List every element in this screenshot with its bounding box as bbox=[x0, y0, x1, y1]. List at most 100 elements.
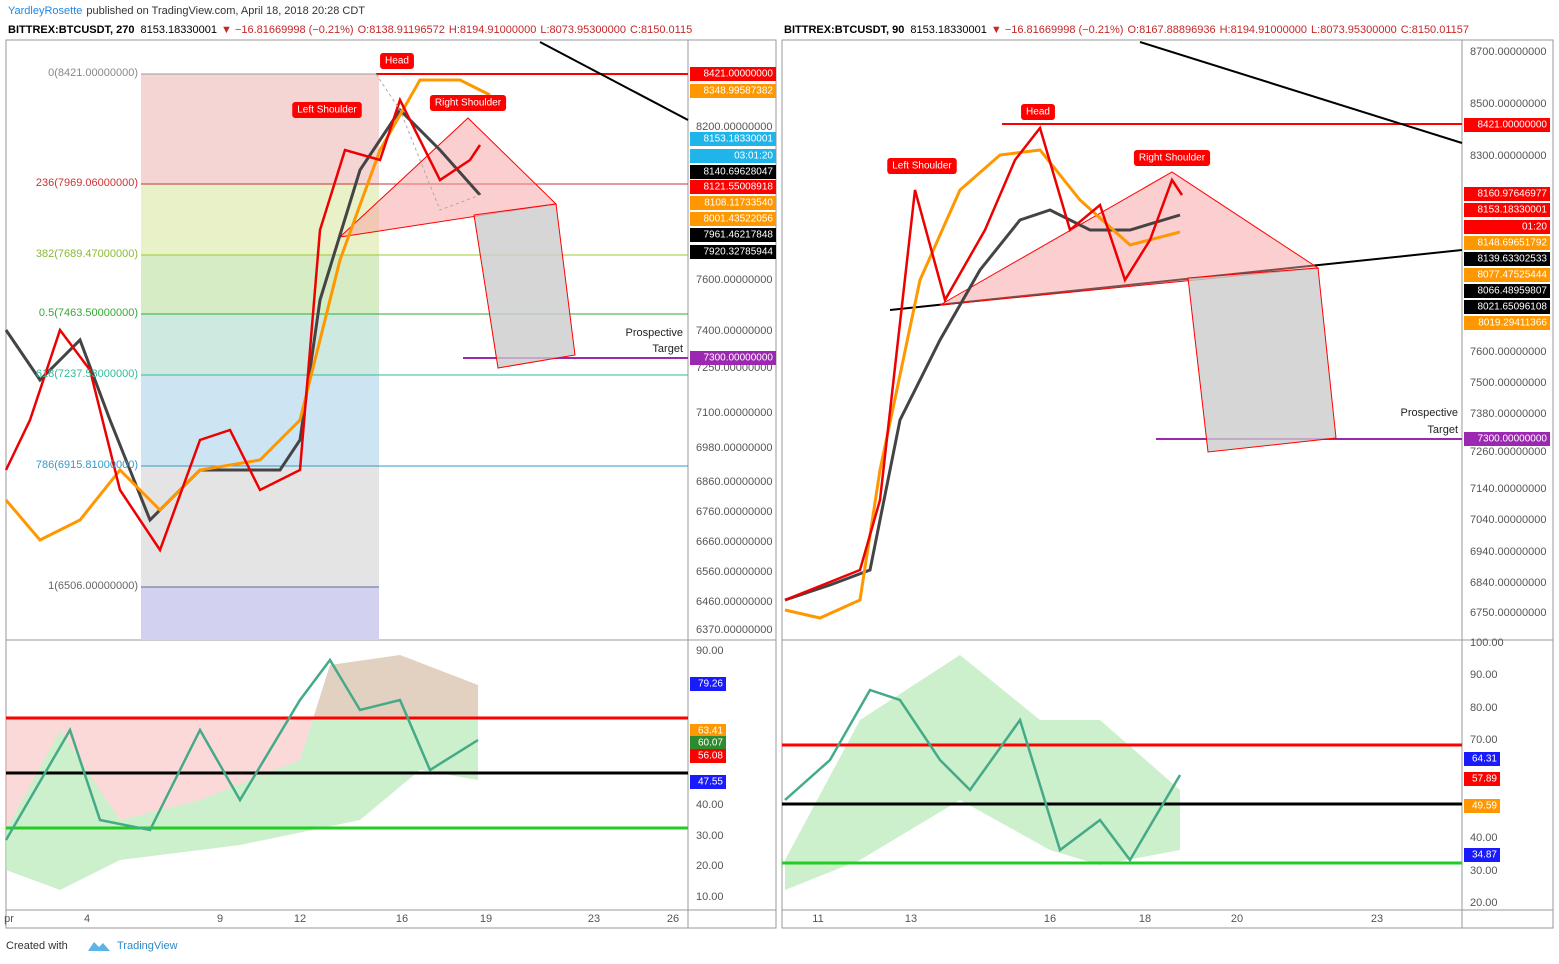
osc-tick: 10.00 bbox=[696, 891, 724, 903]
osc-label-bg bbox=[1464, 772, 1500, 786]
ohlc: O:8138.91196572 bbox=[358, 24, 445, 36]
time-tick: 9 bbox=[217, 913, 223, 925]
fib-level: 786(6915.81000000) bbox=[36, 459, 138, 471]
change: ▼ −16.81669998 (−0.21%) bbox=[221, 24, 354, 36]
left-pattern bbox=[4, 41, 689, 553]
osc-label: 34.87 bbox=[1472, 850, 1497, 861]
price-label-bg bbox=[1464, 187, 1550, 201]
ohlc: H:8194.91000000 bbox=[449, 24, 536, 36]
osc-tick: 30.00 bbox=[1470, 865, 1498, 877]
osc-label-bg bbox=[1464, 752, 1500, 766]
osc-tick: 20.00 bbox=[696, 860, 724, 872]
oscillator-lines bbox=[4, 655, 1462, 890]
annotation-bg bbox=[292, 102, 362, 118]
price-tick: 7500.00000000 bbox=[1470, 377, 1546, 389]
target-label: Target bbox=[652, 343, 683, 355]
price-label: 01:20 bbox=[1522, 222, 1547, 233]
fib-level: 382(7689.47000000) bbox=[36, 248, 138, 260]
price-label: 8348.99587382 bbox=[703, 86, 773, 97]
price-label-bg bbox=[690, 132, 776, 146]
price-label-bg bbox=[690, 67, 776, 81]
annotation: Head bbox=[1026, 107, 1050, 118]
ohlc: L:8073.95300000 bbox=[1311, 24, 1397, 36]
osc-label: 56.08 bbox=[698, 751, 723, 762]
annotation: Left Shoulder bbox=[892, 161, 952, 172]
panel-frame bbox=[781, 39, 1554, 929]
price-label: 03:01:20 bbox=[734, 151, 773, 162]
target-label: Target bbox=[1427, 424, 1458, 436]
osc-label-bg bbox=[690, 749, 726, 763]
price-label: 8148.69651792 bbox=[1477, 238, 1547, 249]
time-tick: 26 bbox=[667, 913, 679, 925]
time-tick: 13 bbox=[905, 913, 917, 925]
osc-label: 60.07 bbox=[698, 738, 723, 749]
annotation-bg bbox=[1133, 150, 1211, 166]
annotation: Head bbox=[385, 56, 409, 67]
fib-level: 0.5(7463.50000000) bbox=[39, 307, 138, 319]
header: YardleyRosette published on TradingView.c… bbox=[8, 5, 365, 17]
time-tick: 4 bbox=[84, 913, 90, 925]
price-label: 8421.00000000 bbox=[703, 69, 773, 80]
time-tick: 23 bbox=[588, 913, 600, 925]
annotation: Left Shoulder bbox=[297, 105, 357, 116]
osc-label: 57.89 bbox=[1472, 774, 1497, 785]
change: ▼ −16.81669998 (−0.21%) bbox=[991, 24, 1124, 36]
price-label: 8153.18330001 bbox=[1477, 205, 1547, 216]
osc-label: 79.26 bbox=[698, 679, 723, 690]
price-tick: 8700.00000000 bbox=[1470, 46, 1546, 58]
price-tick: 7600.00000000 bbox=[1470, 346, 1546, 358]
price-label: 8108.11733540 bbox=[704, 198, 773, 209]
price-tick: 7040.00000000 bbox=[1470, 514, 1546, 526]
time-tick: 11 bbox=[812, 913, 823, 925]
price-label-bg bbox=[690, 212, 776, 226]
osc-tick: 80.00 bbox=[1470, 702, 1498, 714]
panel-frame bbox=[5, 39, 777, 929]
ohlc: C:8150.0115 bbox=[630, 24, 692, 36]
osc-label-bg bbox=[690, 775, 726, 789]
annotation: Right Shoulder bbox=[1139, 153, 1206, 164]
price-tick: 7400.00000000 bbox=[696, 325, 772, 337]
price-label: 8077.47525444 bbox=[1477, 270, 1547, 281]
price-label: 7920.32785944 bbox=[703, 247, 773, 258]
price-tick: 7600.00000000 bbox=[696, 274, 772, 286]
footer-brand: TradingView bbox=[117, 940, 178, 952]
price-label-bg bbox=[1464, 432, 1550, 446]
price-tick: 6940.00000000 bbox=[1470, 546, 1546, 558]
target-label: Prospective bbox=[1401, 407, 1458, 419]
osc-tick: 70.00 bbox=[1470, 734, 1498, 746]
price-tick: 6660.00000000 bbox=[696, 536, 772, 548]
symbol: BITTREX:BTCUSDT, 90 bbox=[784, 24, 904, 36]
fib-level: 0(8421.00000000) bbox=[48, 67, 138, 79]
price-tick: 6840.00000000 bbox=[1470, 577, 1546, 589]
footer-created: Created with bbox=[6, 940, 68, 952]
price-label: 8140.69628047 bbox=[703, 167, 773, 178]
osc-label: 47.55 bbox=[698, 777, 723, 788]
time-tick: 19 bbox=[480, 913, 492, 925]
osc-label-bg bbox=[1464, 799, 1500, 813]
osc-tick: 100.00 bbox=[1470, 637, 1504, 649]
symbol-line: BITTREX:BTCUSDT, 90 8153.18330001 ▼ −16.81… bbox=[784, 24, 1469, 36]
price-tick: 6460.00000000 bbox=[696, 596, 772, 608]
ohlc: C:8150.01157 bbox=[1401, 24, 1469, 36]
fib-level: 618(7237.53000000) bbox=[36, 368, 138, 380]
time-tick: 23 bbox=[1371, 913, 1383, 925]
time-tick: 20 bbox=[1231, 913, 1243, 925]
osc-label-bg bbox=[690, 724, 726, 738]
osc-label-bg bbox=[1464, 848, 1500, 862]
published: published on TradingView.com, April 18, … bbox=[86, 5, 365, 17]
fib-level: 1(6506.00000000) bbox=[48, 580, 138, 592]
price-label-bg bbox=[1464, 300, 1550, 314]
price-label: 8066.48959807 bbox=[1477, 286, 1547, 297]
last-price: 8153.18330001 bbox=[141, 24, 217, 36]
price-label-bg bbox=[1464, 236, 1550, 250]
price-label: 8421.00000000 bbox=[1477, 120, 1547, 131]
ohlc: O:8167.88896936 bbox=[1127, 24, 1215, 36]
price-label: 7300.00000000 bbox=[703, 353, 773, 364]
price-tick: 8500.00000000 bbox=[1470, 98, 1546, 110]
osc-tick: 40.00 bbox=[1470, 832, 1498, 844]
price-label-bg bbox=[690, 149, 776, 163]
price-label-bg bbox=[1464, 316, 1550, 330]
price-tick: 6760.00000000 bbox=[696, 506, 772, 518]
price-label: 8153.18330001 bbox=[703, 134, 773, 145]
